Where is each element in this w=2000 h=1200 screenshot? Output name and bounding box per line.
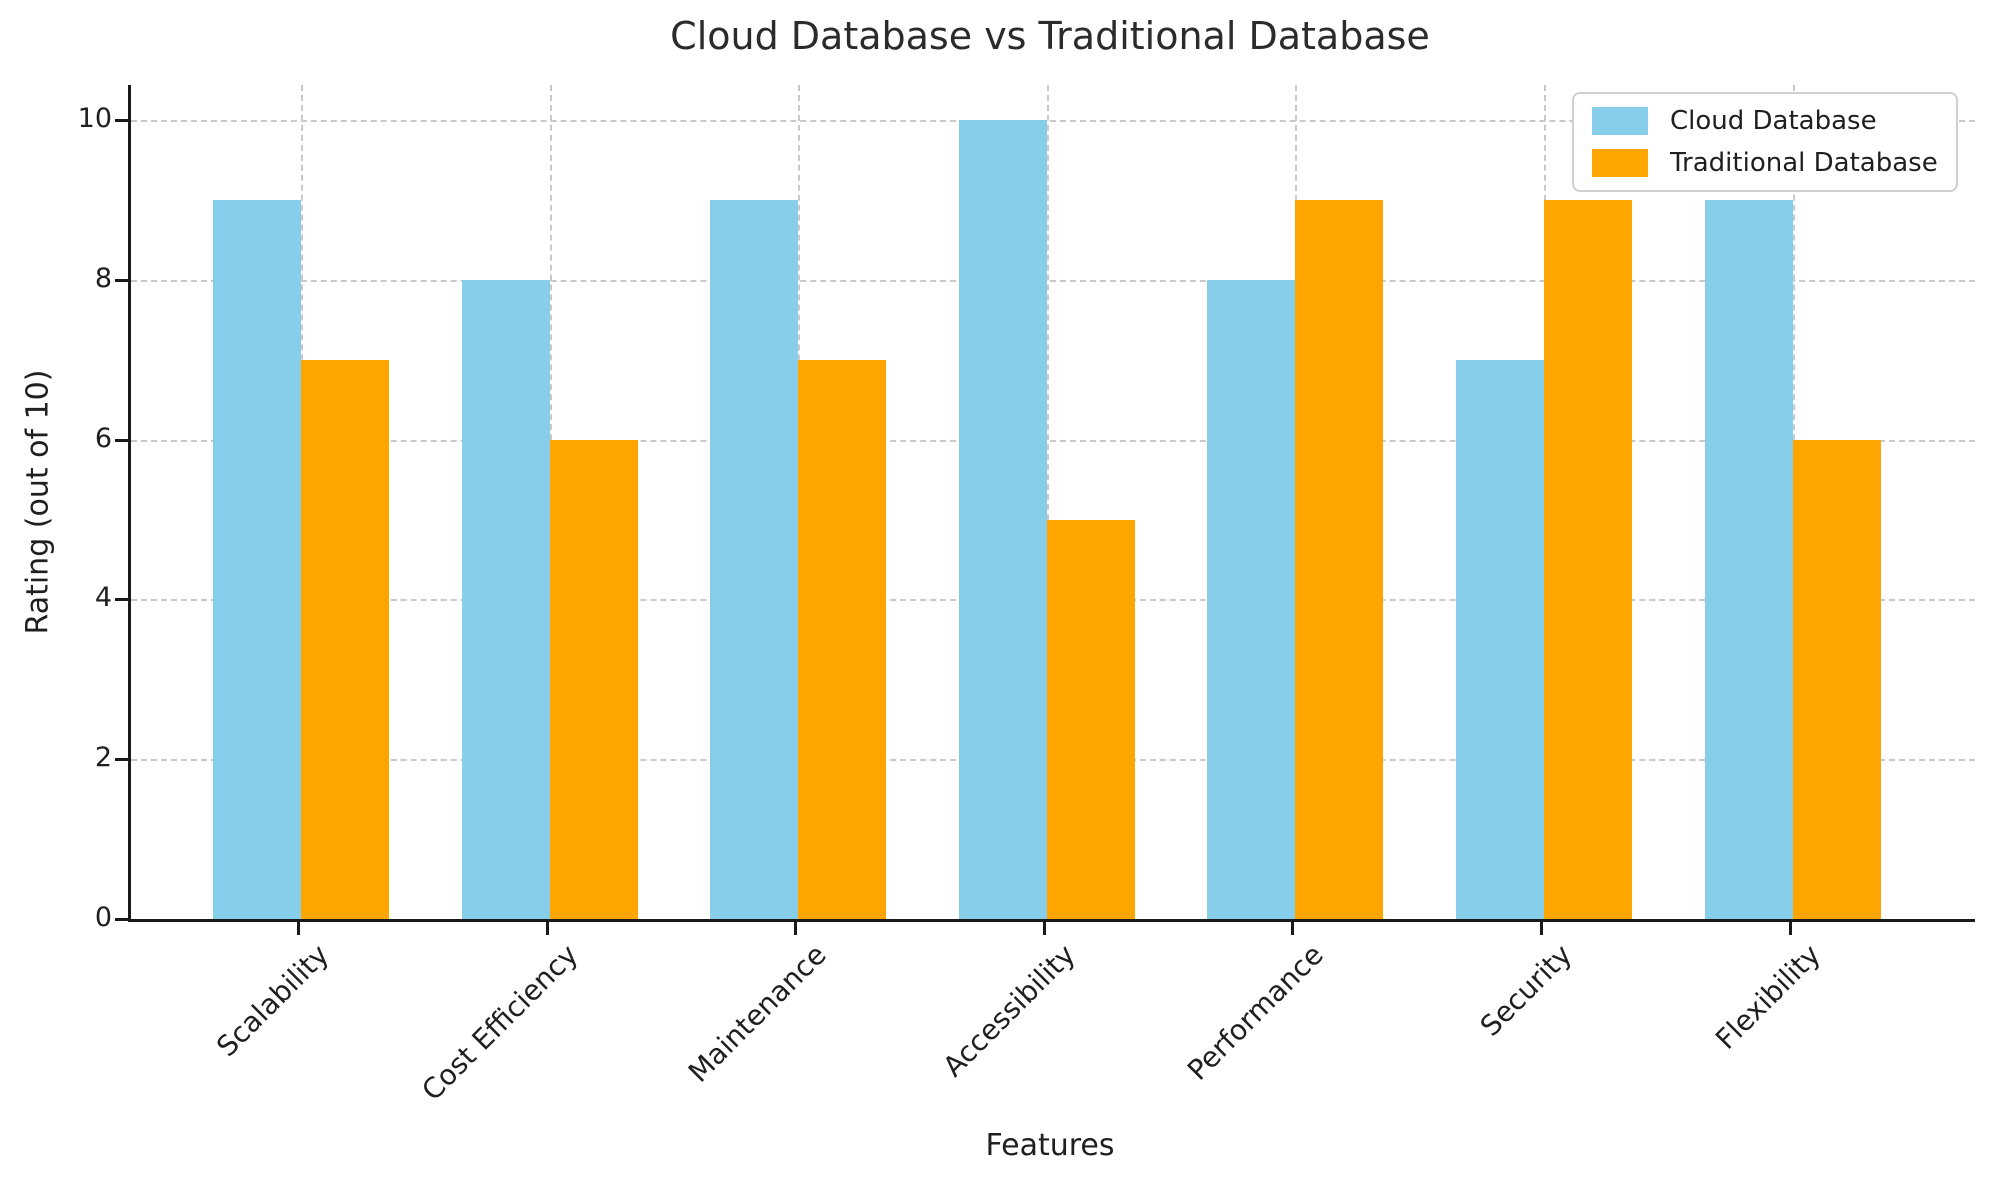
y-tick-label: 4 — [94, 582, 112, 614]
legend-color-swatch — [1592, 149, 1648, 177]
y-tick-label: 2 — [94, 742, 112, 774]
x-tick-label: Flexibility — [1709, 938, 1827, 1056]
x-tick-mark — [1042, 922, 1046, 935]
y-tick-mark — [115, 278, 128, 282]
y-tick-mark — [115, 119, 128, 122]
plot-area — [128, 85, 1975, 922]
bar-traditional-database-scalability — [301, 359, 389, 919]
x-axis-label: Features — [985, 1128, 1115, 1163]
x-tick-label: Scalability — [210, 938, 336, 1064]
x-tick-label: Accessibility — [935, 938, 1082, 1084]
legend-color-swatch — [1592, 107, 1648, 135]
bar-cloud-database-maintenance — [710, 199, 799, 919]
bar-cloud-database-flexibility — [1704, 199, 1793, 919]
y-tick-label: 8 — [94, 262, 112, 294]
x-tick-label: Maintenance — [681, 938, 833, 1089]
bar-cloud-database-performance — [1207, 279, 1296, 919]
legend-item: Traditional Database — [1592, 148, 1938, 178]
y-tick-mark — [115, 918, 128, 921]
x-tick-mark — [545, 922, 549, 935]
gridline-x — [1046, 85, 1049, 919]
x-tick-label: Cost Efficiency — [414, 938, 584, 1108]
bar-traditional-database-performance — [1295, 199, 1384, 919]
legend-item: Cloud Database — [1592, 106, 1938, 136]
x-tick-mark — [1540, 922, 1543, 935]
bar-traditional-database-maintenance — [798, 359, 887, 919]
legend-item-label: Cloud Database — [1670, 106, 1877, 136]
bar-traditional-database-accessibility — [1046, 519, 1135, 919]
x-tick-mark — [794, 922, 798, 935]
y-tick-label: 10 — [77, 102, 112, 134]
bar-cloud-database-cost-efficiency — [461, 279, 550, 919]
gridline-y-10 — [131, 120, 1975, 122]
bar-cloud-database-security — [1456, 359, 1544, 919]
chart-title: Cloud Database vs Traditional Database — [670, 14, 1430, 58]
x-tick-mark — [297, 922, 300, 935]
gridline-y-6 — [131, 439, 1975, 442]
gridline-y-8 — [131, 279, 1975, 282]
x-tick-mark — [1788, 922, 1792, 935]
legend: Cloud Database Traditional Database — [1572, 92, 1958, 192]
bar-traditional-database-security — [1544, 199, 1632, 919]
x-tick-label: Performance — [1180, 938, 1330, 1087]
bar-cloud-database-accessibility — [958, 120, 1047, 919]
bar-traditional-database-flexibility — [1792, 439, 1881, 919]
y-tick-label: 0 — [94, 901, 112, 933]
bar-cloud-database-scalability — [213, 199, 301, 919]
bar-traditional-database-cost-efficiency — [549, 439, 638, 919]
y-tick-mark — [115, 438, 128, 442]
y-tick-label: 6 — [94, 422, 112, 454]
x-tick-mark — [1291, 922, 1295, 935]
x-tick-label: Security — [1473, 938, 1579, 1043]
y-tick-mark — [115, 598, 128, 602]
y-tick-mark — [115, 758, 128, 762]
legend-item-label: Traditional Database — [1670, 148, 1938, 178]
